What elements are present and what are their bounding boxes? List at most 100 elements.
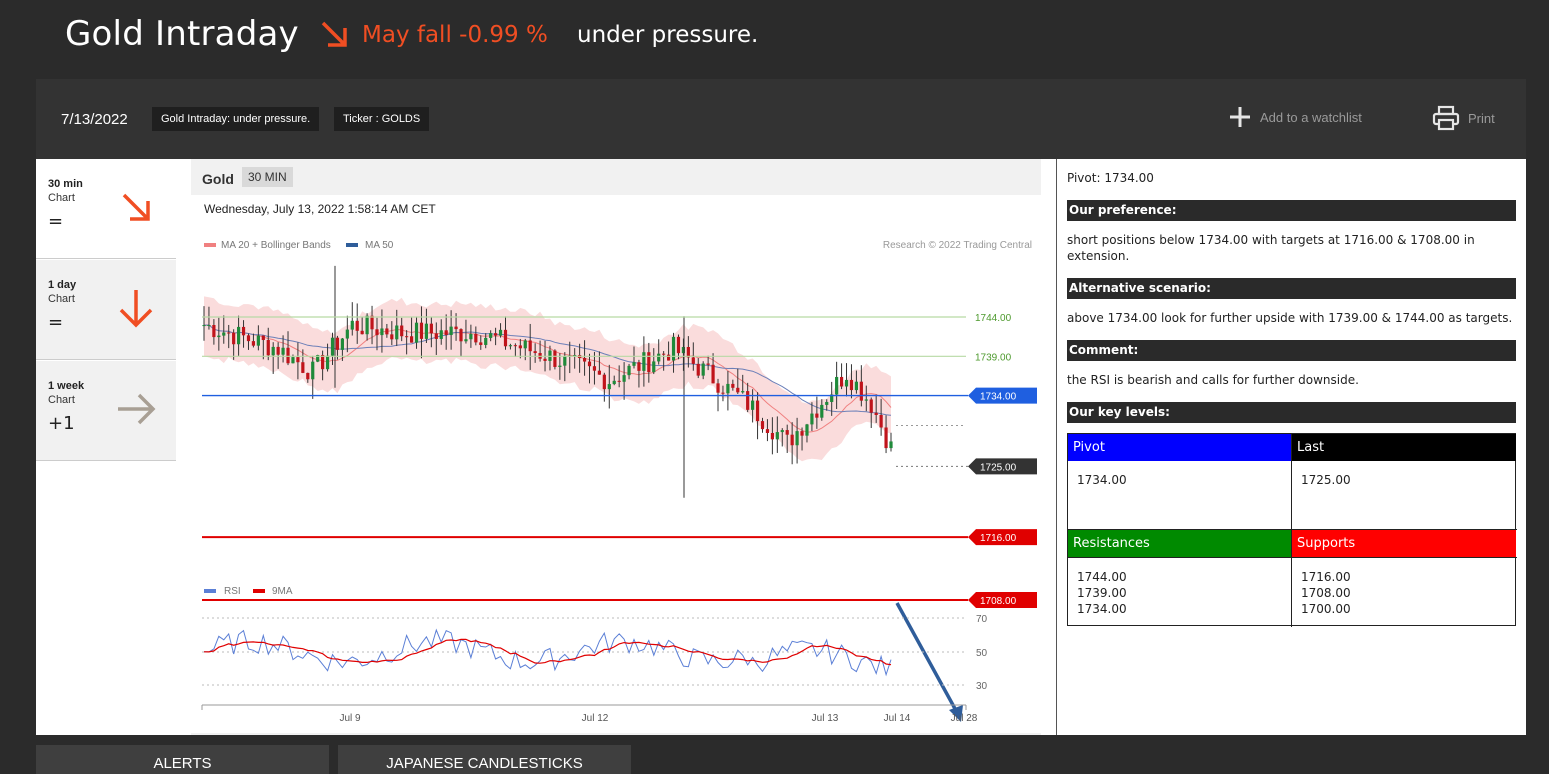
candle-body [241,326,246,336]
table-row-divider [1068,529,1517,530]
candle-body [232,332,236,345]
candle-body [400,325,404,337]
candle-body [474,333,478,343]
candle-body [844,379,849,387]
timeframe-sub: Chart [48,293,75,305]
candle-body [246,335,251,342]
candle-body [306,372,310,380]
candle-body [820,404,824,418]
candle-body [449,326,453,336]
timeframe-1day[interactable]: 1 day Chart = [36,260,176,360]
candle-body [301,362,305,373]
page-header: Gold Intraday May fall -0.99 % under pre… [0,0,1549,78]
add-watchlist-button[interactable]: Add to a watchlist [1228,105,1362,129]
add-watchlist-label: Add to a watchlist [1260,109,1362,125]
candle-body [681,347,686,354]
candle-body [874,412,878,415]
candle-body [370,315,374,330]
arrow-right-icon [118,393,156,425]
supports-header: Supports [1292,530,1516,557]
candle-body [380,328,384,336]
arrow-down-icon [119,290,153,328]
target-flag [968,529,1037,546]
preference-heading: Our preference: [1067,200,1516,221]
candle-body [553,350,557,367]
timeframe-sidebar: 30 min Chart = 1 day Chart = 1 week Char… [36,159,176,461]
candle-body [419,322,424,339]
rsi-chart[interactable]: RSI 9MA 70 50 30 Jul 9 Jul 12 Jul 13 Jul… [191,570,1041,735]
resistance-value: 1739.00 [1077,586,1127,600]
candle-body [444,330,448,336]
timeframe-1week[interactable]: 1 week Chart +1 [36,361,176,461]
bollinger-band [204,296,891,462]
candle-body [765,429,770,433]
rsi-legend-label: RSI [224,586,241,597]
candle-body [261,335,265,341]
rsi-line [203,628,892,677]
candle-body [711,364,715,384]
candle-body [454,326,458,330]
candle-body [815,413,819,418]
timeframe-name: 1 day [48,279,77,291]
ma50-legend-swatch [346,243,358,247]
timeframe-30min[interactable]: 30 min Chart = [36,159,176,259]
candle-body [573,355,577,357]
candle-body [563,355,567,366]
pivot-text: Pivot: 1734.00 [1067,171,1154,185]
rsi-ma-legend-label: 9MA [272,586,293,597]
preference-text: short positions below 1734.00 with targe… [1067,233,1475,263]
candle-body [864,399,868,401]
candle-body [227,332,231,334]
tab-alerts[interactable]: ALERTS [36,745,329,774]
last-header: Last [1292,434,1516,461]
print-button[interactable]: Print [1432,105,1495,131]
candle-body [617,380,621,382]
candle-body [508,345,513,347]
ticker-tag: Ticker : GOLDS [334,107,430,131]
candle-body [395,325,399,340]
resistance-value: 1734.00 [1077,602,1127,616]
chart-header: Gold 30 MIN [191,159,1041,195]
candle-body [582,358,587,362]
pivot-value: 1734.00 [1077,473,1127,487]
candle-body [830,394,834,402]
candle-body [424,323,429,339]
price-chart[interactable]: MA 20 + Bollinger Bands MA 50 Research ©… [191,195,1041,735]
candle-body [523,340,527,349]
target-flag-label: 1716.00 [980,533,1017,544]
candle-body [558,365,562,367]
candle-body [405,336,409,338]
target-flag [968,592,1037,608]
ma20-legend-label: MA 20 + Bollinger Bands [221,240,331,251]
candle-body [489,333,493,338]
candle-body [325,355,330,370]
last-value: 1725.00 [1301,473,1351,487]
comment-heading: Comment: [1067,340,1516,361]
candle-body [741,391,745,393]
candle-body [637,362,641,371]
rsi-tick-50: 50 [976,648,988,659]
candle-body [612,380,616,385]
candle-body [276,346,280,355]
instrument-name: Gold [202,171,234,187]
target-flag-label: 1708.00 [980,596,1017,607]
candle-body [409,336,414,343]
timeframe-sub: Chart [48,394,75,406]
candle-body [780,430,784,433]
candle-body [236,326,241,345]
candle-body [755,400,760,422]
candle-body [271,346,275,356]
candle-body [350,320,354,330]
timeframe-sub: Chart [48,192,75,204]
candle-body [321,355,325,370]
chart-timeframe-badge[interactable]: 30 MIN [242,167,293,187]
last-price-label: 1725.00 [980,462,1017,473]
candle-body [597,370,601,375]
candle-body [795,431,799,446]
candle-body [484,337,488,345]
tab-japanese-candlesticks[interactable]: JAPANESE CANDLESTICKS [338,745,631,774]
pivot-header: Pivot [1068,434,1291,461]
candle-body [528,340,532,352]
candle-body [533,351,537,354]
alternative-heading: Alternative scenario: [1067,278,1516,299]
